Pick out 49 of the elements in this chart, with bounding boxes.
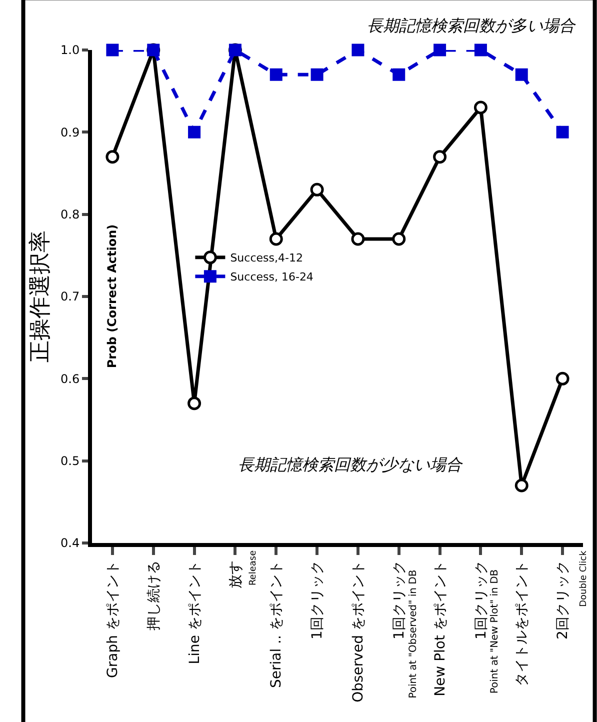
point — [474, 44, 487, 56]
point — [270, 68, 282, 81]
point — [106, 44, 119, 56]
point — [474, 100, 488, 114]
y-axis-title: 正操作選択率 — [28, 230, 53, 362]
x-tick-label: Line をポイント — [186, 560, 203, 664]
x-tick-label: Serial .. をポイント — [268, 560, 285, 688]
y-tick-label: 1.0 — [60, 43, 80, 58]
text: 長期記憶検索回数が多い場合 — [367, 16, 576, 35]
point — [269, 232, 283, 246]
point — [392, 68, 406, 81]
text: Point at "New Plot" in DB — [489, 569, 500, 694]
x-tick-label: 放す — [228, 560, 244, 589]
x-tick-label: 2回クリック — [555, 560, 572, 640]
point — [433, 150, 447, 164]
y-tick-label: 0.9 — [60, 125, 80, 140]
text: Double Click — [579, 550, 590, 607]
point — [392, 232, 406, 246]
text: Point at "Observed" in DB — [408, 570, 420, 698]
x-tick-label: 1回クリック — [391, 560, 408, 640]
point — [106, 150, 120, 164]
legend-label: Success, 16-24 — [230, 270, 314, 284]
point — [351, 232, 365, 246]
point — [310, 68, 324, 81]
text: Release — [248, 550, 259, 586]
point — [514, 478, 528, 492]
y-tick-label: 0.7 — [60, 290, 80, 304]
x-tick-label: 押し続ける — [146, 560, 162, 631]
point — [310, 182, 324, 196]
x-tick-label: New Plot をポイント — [432, 560, 448, 696]
y-tick-label: 0.8 — [60, 208, 80, 222]
annotation: Prob (Correct Action) — [105, 224, 120, 368]
point — [556, 126, 569, 138]
x-tick-label: 1回クリック — [473, 560, 490, 640]
point — [556, 372, 570, 386]
point — [188, 126, 201, 138]
x-tick-label: タイトルをポイント — [514, 560, 530, 687]
point — [515, 68, 528, 81]
point — [434, 44, 446, 56]
x-tick-label: Graph をポイント — [105, 560, 122, 678]
y-tick-label: 0.6 — [60, 372, 80, 386]
annotation: 長期記憶検索回数が少ない場合 — [238, 455, 463, 474]
point — [352, 44, 364, 56]
x-tick-label: 1回クリック — [310, 560, 326, 640]
y-tick-label: 0.5 — [60, 454, 80, 468]
x-tick-label: Observed をポイント — [350, 560, 367, 702]
y-tick-label: 0.4 — [60, 536, 80, 550]
point — [188, 396, 202, 410]
legend-label: Success,4-12 — [230, 252, 303, 265]
